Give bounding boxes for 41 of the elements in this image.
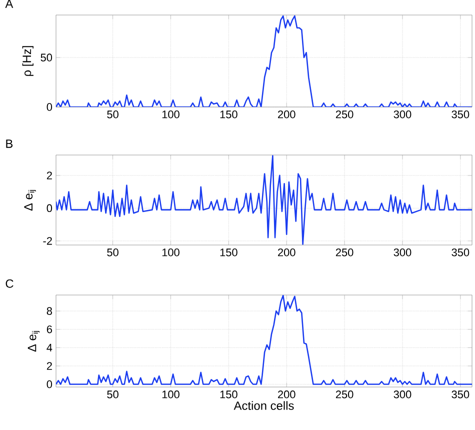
y-tick-label: 0 xyxy=(46,103,52,111)
line-series xyxy=(56,15,472,107)
x-tick-label: 50 xyxy=(107,248,118,256)
chart-title: A xyxy=(5,0,14,8)
x-axis-title: Action cells xyxy=(234,401,294,410)
y-axis-title: Δ e$_{ij}$ xyxy=(28,331,40,352)
x-tick-label: 100 xyxy=(162,110,180,118)
line-series xyxy=(56,155,472,245)
y-tick-label: 8 xyxy=(46,307,52,315)
x-tick-label: 250 xyxy=(336,110,354,118)
x-tick-label: 100 xyxy=(162,248,180,256)
x-tick-label: 100 xyxy=(162,390,180,398)
x-tick-label: 350 xyxy=(452,390,470,398)
chart-title: B xyxy=(6,140,13,148)
y-tick-label: -2 xyxy=(43,237,52,245)
x-tick-label: 250 xyxy=(336,248,354,256)
x-tick-label: 150 xyxy=(220,390,238,398)
line-series xyxy=(56,295,472,385)
x-tick-label: 250 xyxy=(336,390,354,398)
x-tick-label: 300 xyxy=(394,248,412,256)
x-tick-label: 50 xyxy=(107,110,118,118)
y-tick-label: 4 xyxy=(46,344,52,352)
x-tick-label: 350 xyxy=(452,110,470,118)
x-tick-label: 300 xyxy=(394,110,412,118)
y-tick-label: 0 xyxy=(46,204,52,212)
y-axis-title: ρ [Hz] xyxy=(22,46,34,76)
y-axis-title: Δ e$_{ij}$ xyxy=(24,190,36,211)
x-tick-label: 150 xyxy=(220,248,238,256)
y-tick-label: 6 xyxy=(46,325,52,334)
y-tick-label: 0 xyxy=(46,380,52,388)
x-tick-label: 200 xyxy=(278,248,296,256)
x-tick-label: 150 xyxy=(220,110,238,118)
y-tick-label: 2 xyxy=(46,172,52,180)
x-tick-label: 50 xyxy=(107,390,118,398)
y-tick-label: 50 xyxy=(40,54,52,62)
chart-title: C xyxy=(6,279,14,288)
y-tick-label: 2 xyxy=(46,362,52,370)
x-tick-label: 300 xyxy=(394,390,412,398)
x-tick-label: 200 xyxy=(278,110,296,118)
x-tick-label: 350 xyxy=(452,248,470,256)
x-tick-label: 200 xyxy=(278,390,296,398)
